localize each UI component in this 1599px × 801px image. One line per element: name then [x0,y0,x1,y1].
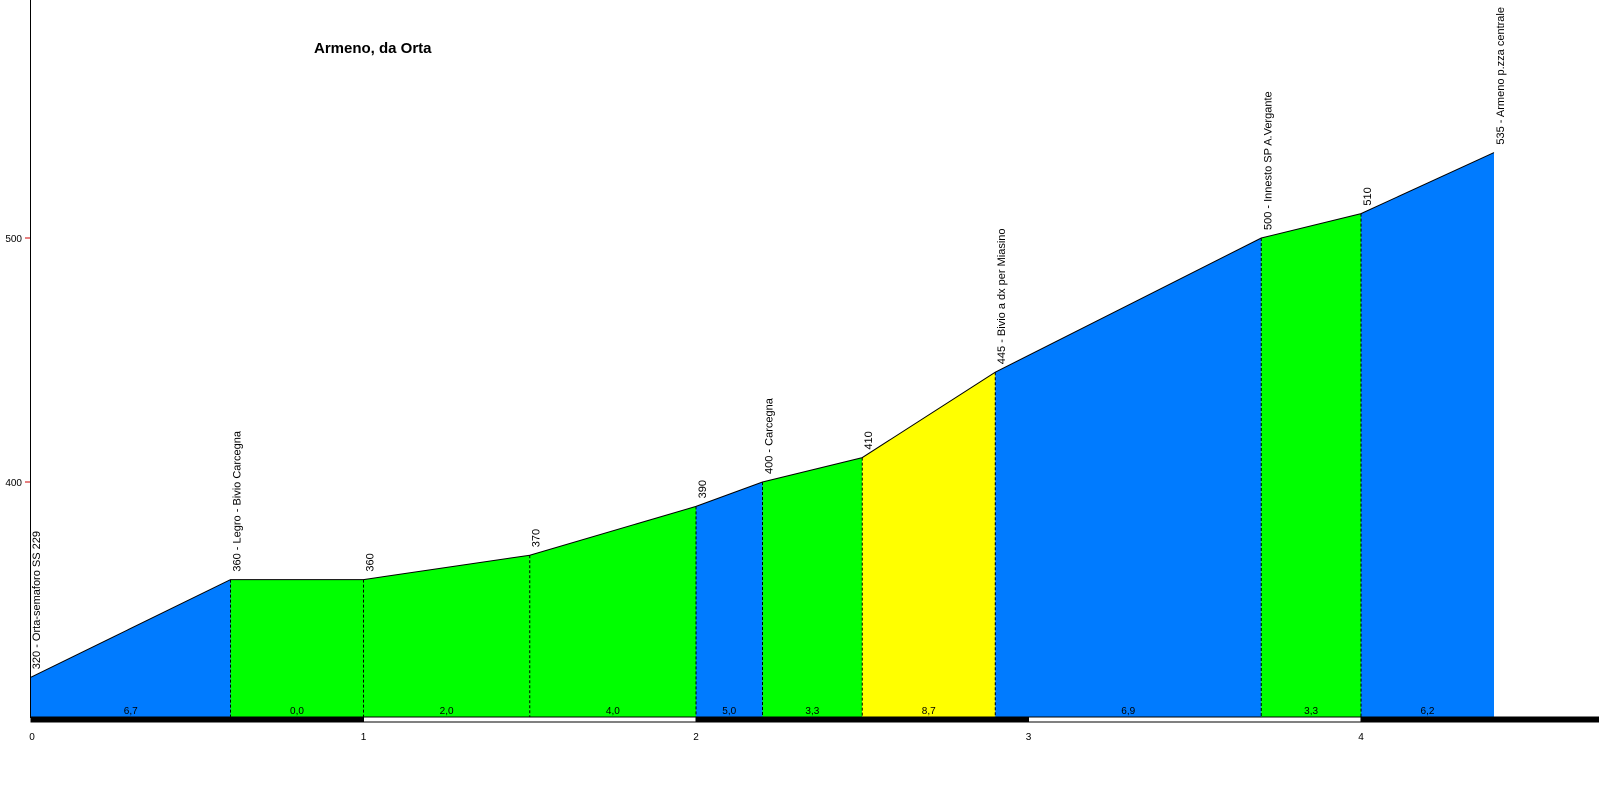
x-tick-label: 1 [361,732,367,743]
segment-dividers [230,213,1362,718]
segment-area [696,482,763,718]
point-label: 360 [365,553,377,571]
km-band [1028,716,1362,723]
point-label: 500 - Innesto SP A.Vergante [1262,91,1274,230]
x-tick-label: 2 [693,732,699,743]
axes: 400 500 0 1 2 3 4 [5,0,1599,743]
gradient-label: 0,0 [290,706,304,717]
chart-title: Armeno, da Orta [314,40,432,57]
segment-area [230,579,364,718]
gradient-label: 6,9 [1121,706,1135,717]
segment-area [762,457,863,718]
point-label: 320 - Orta-semaforo SS 229 [31,531,43,669]
segment-area [529,506,696,718]
segment-areas [31,152,1494,719]
gradient-label: 2,0 [440,706,454,717]
profile-line [30,152,1495,678]
segment-area [995,238,1262,718]
point-label: 445 - Bivio a dx per Miasino [996,228,1008,364]
point-label: 410 [863,431,875,449]
gradient-label: 3,3 [1304,706,1318,717]
km-band [695,716,1029,723]
x-tick-label: 3 [1026,732,1032,743]
segment-area [1261,213,1361,718]
km-band [30,716,364,723]
gradient-label: 4,0 [606,706,620,717]
point-label: 390 [697,480,709,498]
gradient-label: 6,7 [124,706,138,717]
segment-area [31,579,231,718]
point-label: 400 - Carcegna [764,397,776,474]
km-band [363,716,697,723]
segment-area [363,555,530,718]
gradient-label: 6,2 [1421,706,1435,717]
point-label: 535 - Armeno p.zza centrale [1495,7,1507,145]
x-tick-label: 4 [1358,732,1364,743]
gradient-labels: 6,7 0,0 2,0 4,0 5,0 3,3 8,7 6,9 3,3 6,2 [124,706,1435,717]
point-label: 370 [531,529,543,547]
gradient-label: 3,3 [805,706,819,717]
point-label: 360 - Legro - Bivio Carcegna [232,430,244,572]
segment-area [862,372,996,718]
segment-area [1361,152,1494,719]
y-tick-label: 400 [5,478,22,489]
gradient-label: 8,7 [922,706,936,717]
y-tick-label: 500 [5,234,22,245]
point-labels: 320 - Orta-semaforo SS 229 360 - Legro - … [31,7,1507,669]
gradient-label: 5,0 [722,706,736,717]
point-label: 510 [1362,187,1374,205]
km-band [1361,717,1599,722]
x-tick-label: 0 [29,732,35,743]
